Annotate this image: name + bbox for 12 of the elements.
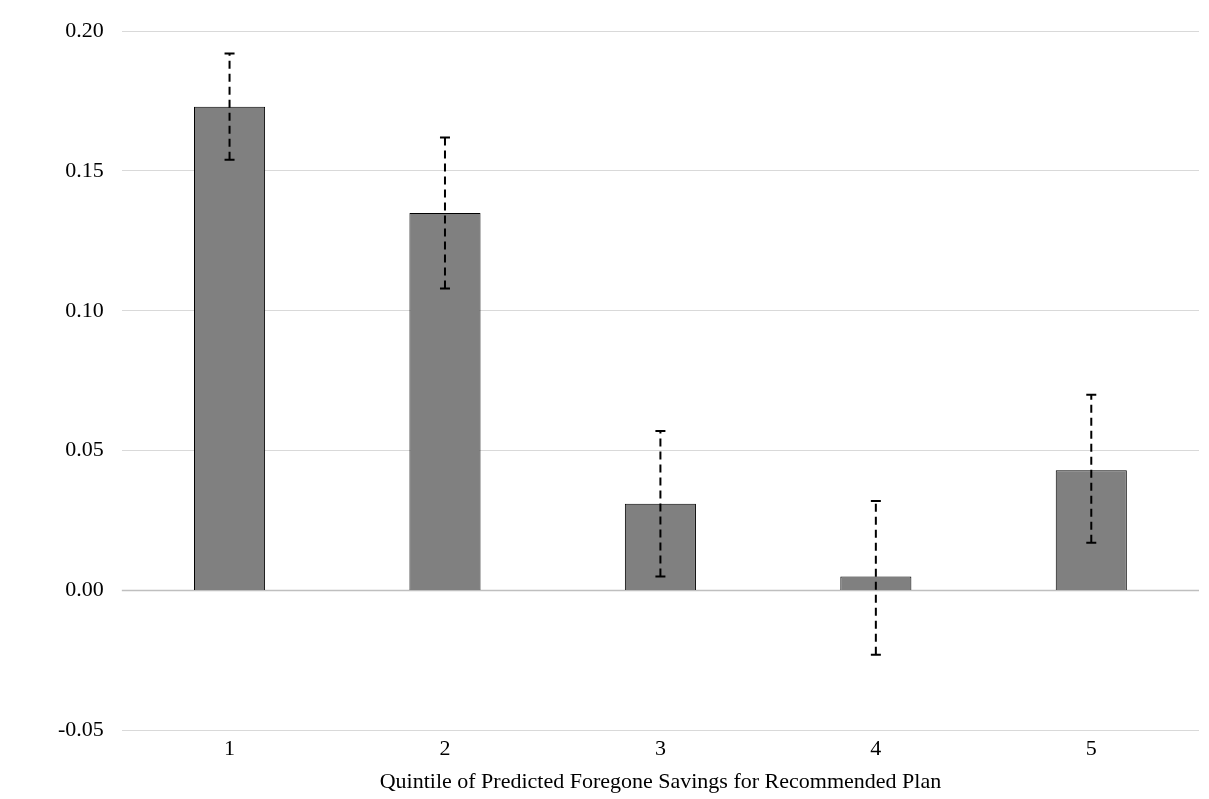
x-tick-label: 2 xyxy=(439,735,451,761)
y-tick-label: 0.00 xyxy=(65,576,104,602)
y-tick-label: 0.10 xyxy=(65,296,104,322)
y-tick-label: 0.05 xyxy=(65,436,104,462)
x-tick-label: 3 xyxy=(654,735,666,761)
x-tick-label: 4 xyxy=(870,735,882,761)
y-tick-label: 0.15 xyxy=(65,156,104,182)
y-tick-label: 0.20 xyxy=(65,16,104,42)
x-tick-label: 5 xyxy=(1085,735,1097,761)
x-tick-label: 1 xyxy=(224,735,236,761)
y-tick-label: -0.05 xyxy=(58,715,104,741)
x-axis-title: Quintile of Predicted Foregone Savings for Recommended Plan xyxy=(379,767,942,793)
